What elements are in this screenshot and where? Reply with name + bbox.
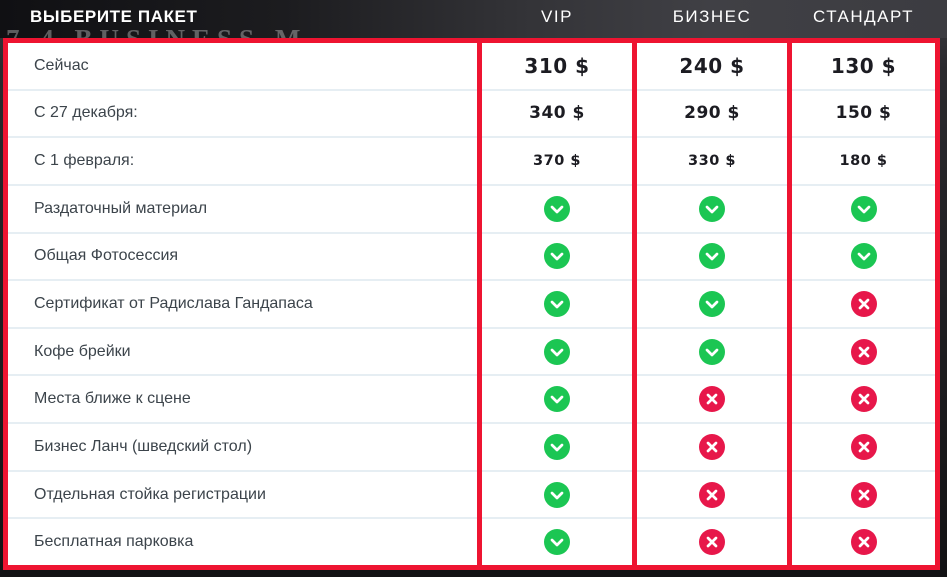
check-icon: [544, 338, 570, 365]
table-row: Общая Фотосессия: [8, 231, 935, 280]
cell-standard: [792, 281, 935, 327]
page-title: ВЫБЕРИТЕ ПАКЕТ: [30, 7, 198, 26]
column-divider: [477, 43, 482, 565]
check-icon: [850, 243, 877, 270]
check-icon: [544, 291, 570, 318]
price-value: 330 $: [688, 153, 736, 170]
table-row: С 27 декабря: 340 $ 290 $ 150 $: [8, 88, 935, 137]
table-row: Раздаточный материал: [8, 183, 935, 232]
row-label: Отдельная стойка регистрации: [34, 485, 266, 503]
cross-icon: [699, 386, 725, 413]
check-icon: [544, 433, 570, 460]
row-label: С 1 февраля:: [34, 152, 135, 170]
cell-business: [637, 519, 787, 565]
cell-vip: [482, 519, 632, 565]
column-divider: [787, 43, 792, 565]
cell-business: [637, 424, 787, 470]
cell-standard: [792, 234, 935, 280]
price-value: 150 $: [835, 103, 892, 124]
cell-standard: 150 $: [792, 91, 935, 137]
price-value: 240 $: [679, 53, 745, 78]
table-row: Бизнес Ланч (шведский стол): [8, 422, 935, 470]
row-label: Места ближе к сцене: [34, 390, 191, 408]
cell-vip: 370 $: [482, 138, 632, 184]
cell-vip: [482, 376, 632, 422]
cell-vip: [482, 329, 632, 375]
cell-business: [637, 234, 787, 280]
cell-standard: [792, 186, 935, 232]
pricing-table-body: Сейчас 310 $ 240 $ 130 $ С 27 декабря: 3…: [8, 43, 935, 565]
cell-business: 330 $: [637, 138, 787, 184]
cell-standard: 130 $: [792, 43, 935, 89]
column-divider: [632, 43, 637, 565]
cell-vip: [482, 234, 632, 280]
check-icon: [699, 195, 725, 222]
check-icon: [699, 338, 725, 365]
cell-standard: 180 $: [792, 138, 935, 184]
cell-business: [637, 472, 787, 518]
cross-icon: [850, 433, 877, 460]
cell-vip: 310 $: [482, 43, 632, 89]
price-value: 370 $: [533, 153, 581, 170]
row-label: Сейчас: [34, 56, 89, 74]
cell-business: [637, 281, 787, 327]
check-icon: [699, 243, 725, 270]
cell-business: [637, 329, 787, 375]
row-label: Бизнес Ланч (шведский стол): [34, 437, 253, 455]
check-icon: [544, 243, 570, 270]
cell-vip: [482, 186, 632, 232]
cross-icon: [850, 529, 877, 556]
table-row: Бесплатная парковка: [8, 517, 935, 565]
price-value: 180 $: [839, 153, 888, 170]
price-value: 130 $: [830, 53, 897, 78]
table-row: Сертификат от Радислава Гандапаса: [8, 279, 935, 327]
pricing-table: Сейчас 310 $ 240 $ 130 $ С 27 декабря: 3…: [3, 38, 940, 570]
price-value: 340 $: [529, 103, 585, 124]
check-icon: [699, 291, 725, 318]
cell-standard: [792, 472, 935, 518]
cell-standard: [792, 519, 935, 565]
cell-standard: [792, 376, 935, 422]
table-row: С 1 февраля: 370 $ 330 $ 180 $: [8, 136, 935, 184]
row-label: Общая Фотосессия: [34, 247, 179, 265]
cross-icon: [850, 386, 877, 413]
cell-business: 240 $: [637, 43, 787, 89]
cell-vip: [482, 281, 632, 327]
table-row: Сейчас 310 $ 240 $ 130 $: [8, 43, 935, 89]
check-icon: [850, 195, 877, 222]
row-label: Бесплатная парковка: [34, 533, 194, 551]
check-icon: [544, 386, 570, 413]
table-row: Места ближе к сцене: [8, 374, 935, 422]
row-label: Раздаточный материал: [34, 199, 208, 217]
column-header-business: БИЗНЕС: [672, 7, 752, 26]
check-icon: [544, 481, 570, 508]
cell-standard: [792, 424, 935, 470]
cross-icon: [850, 481, 877, 508]
cell-vip: 340 $: [482, 91, 632, 137]
header-band: [0, 0, 947, 38]
cell-vip: [482, 472, 632, 518]
cross-icon: [850, 338, 877, 365]
check-icon: [544, 195, 570, 222]
cell-vip: [482, 424, 632, 470]
row-label: С 27 декабря:: [34, 104, 138, 122]
cell-business: [637, 376, 787, 422]
price-value: 310 $: [524, 53, 590, 78]
row-label: Кофе брейки: [34, 342, 131, 360]
cross-icon: [699, 481, 725, 508]
price-value: 290 $: [684, 103, 740, 124]
cross-icon: [699, 433, 725, 460]
cell-standard: [792, 329, 935, 375]
table-row: Кофе брейки: [8, 326, 935, 375]
column-header-vip: VIP: [541, 7, 573, 26]
table-row: Отдельная стойка регистрации: [8, 469, 935, 518]
cell-business: [637, 186, 787, 232]
cross-icon: [699, 529, 725, 556]
check-icon: [544, 529, 570, 556]
cell-business: 290 $: [637, 91, 787, 137]
cross-icon: [850, 291, 877, 318]
column-header-standard: СТАНДАРТ: [813, 7, 914, 26]
row-label: Сертификат от Радислава Гандапаса: [34, 295, 313, 313]
